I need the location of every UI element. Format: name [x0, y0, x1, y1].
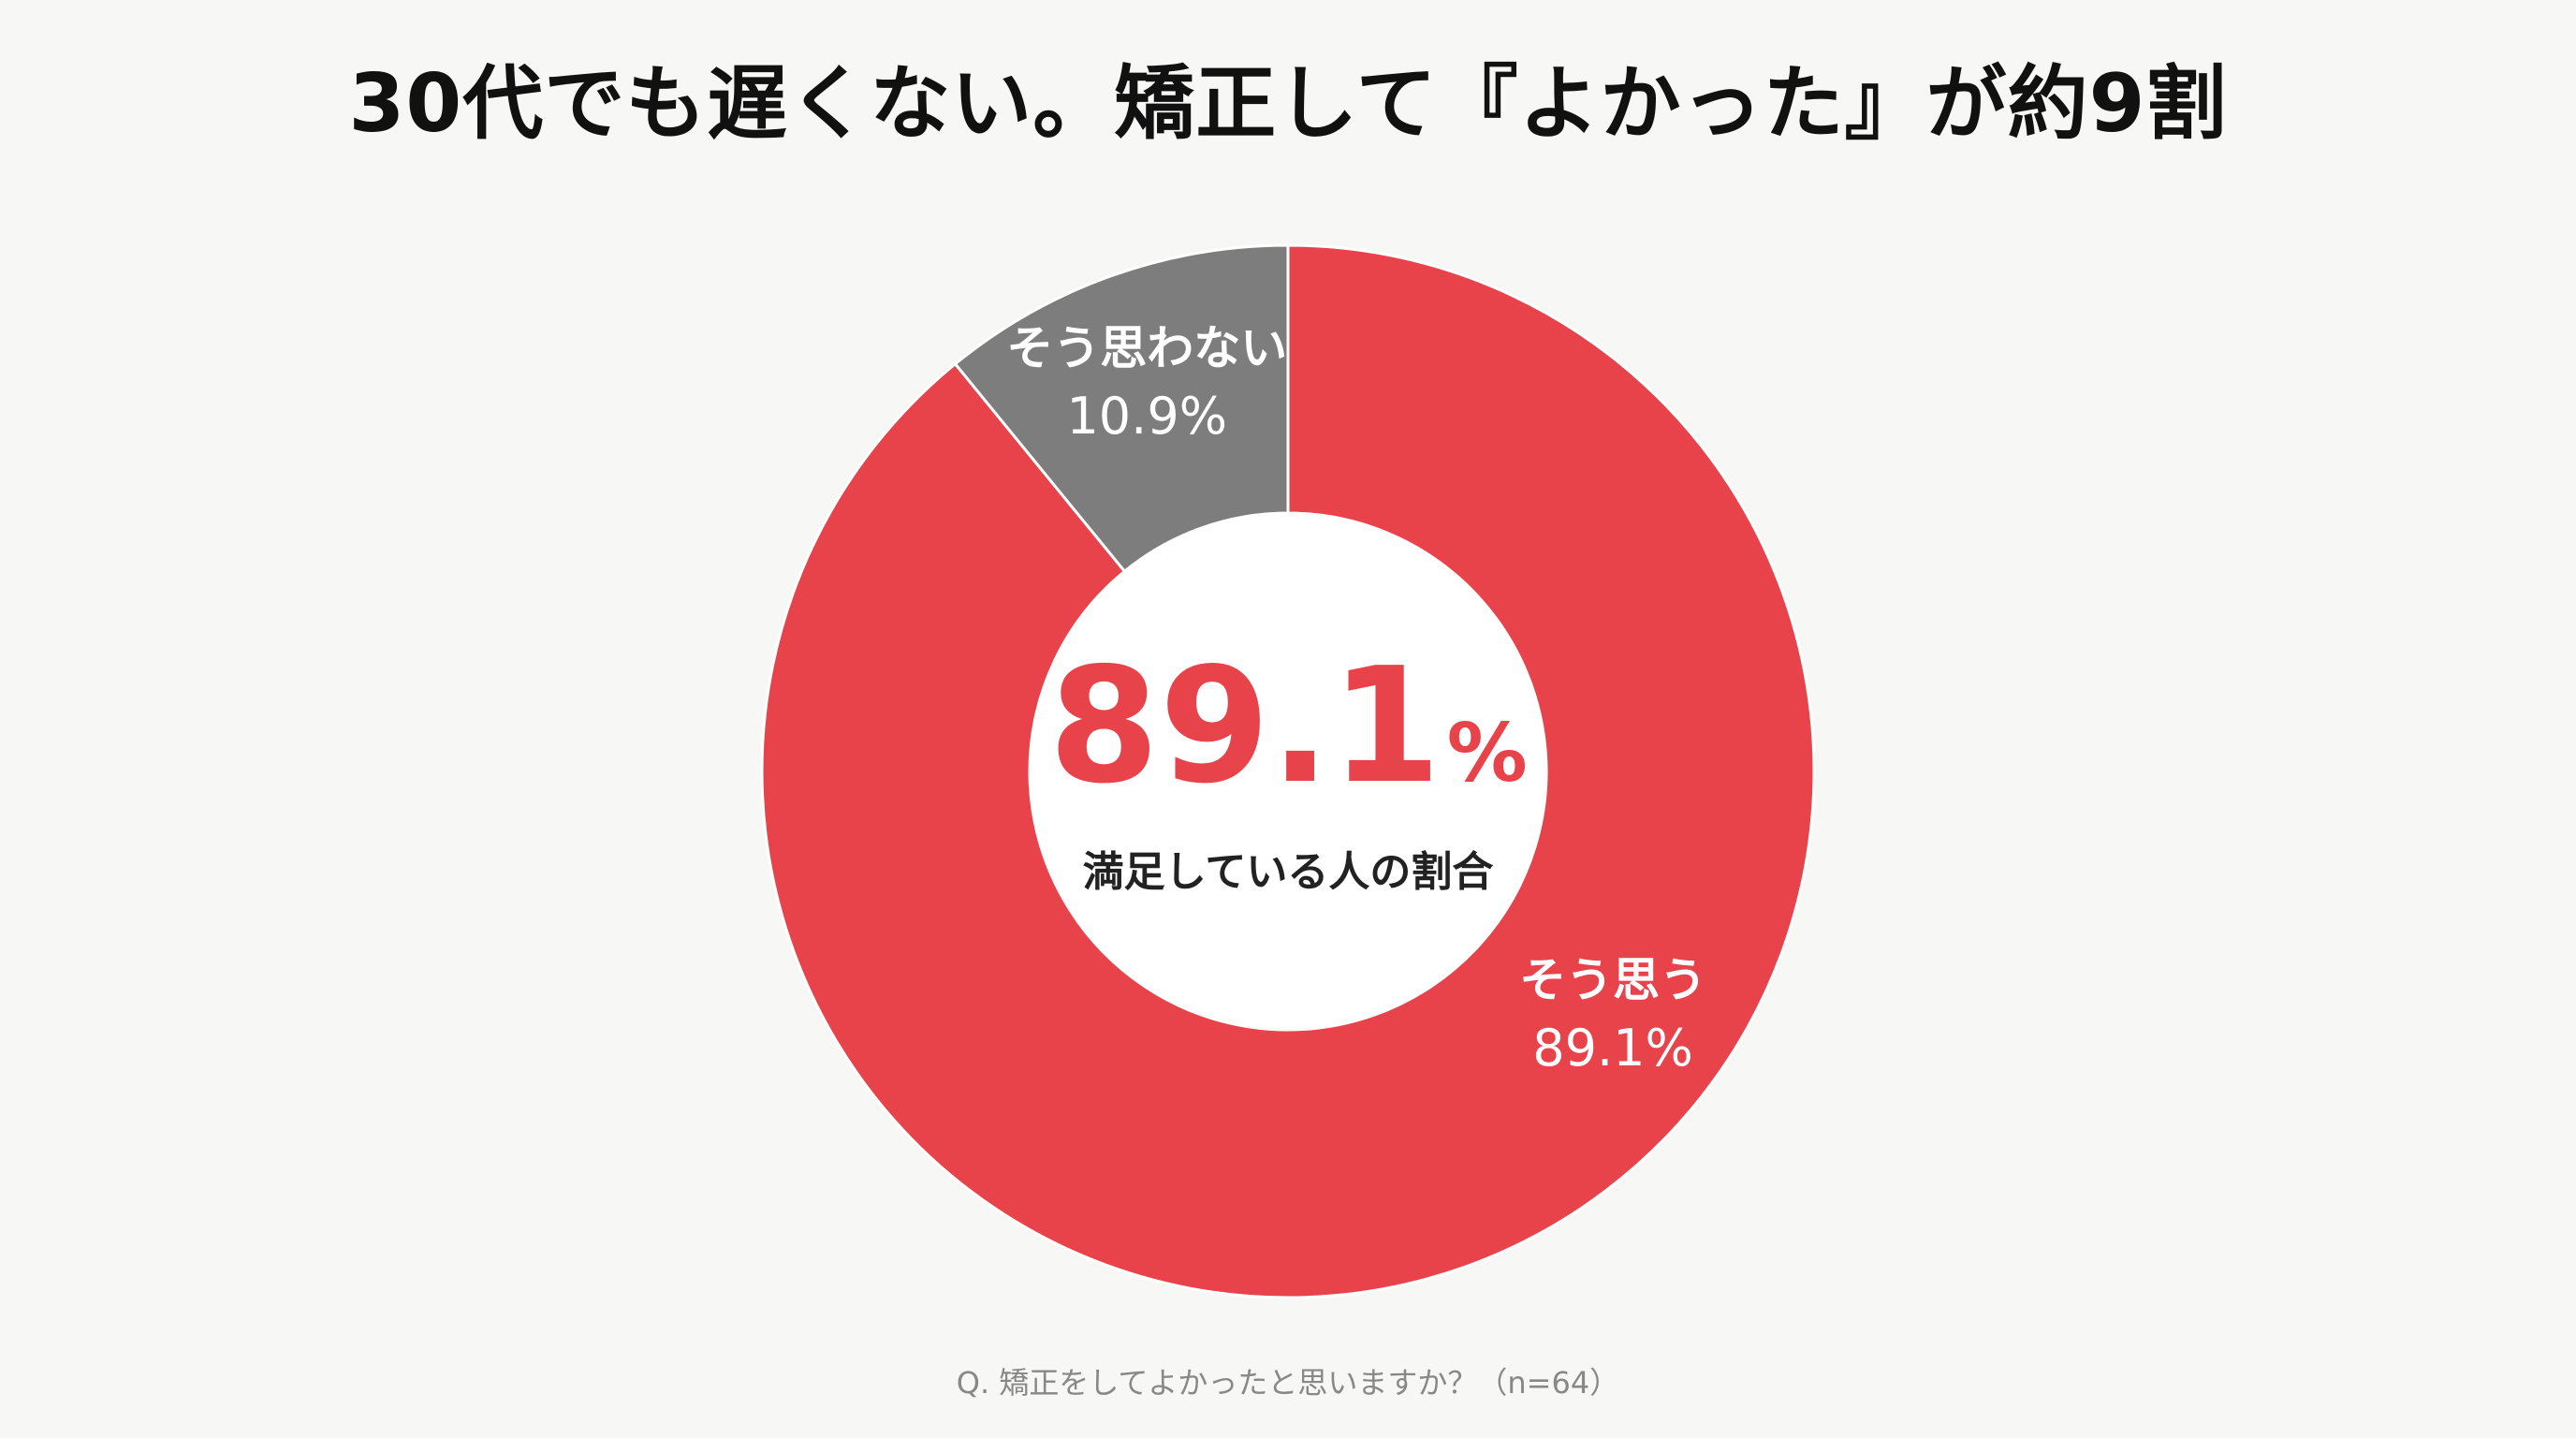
question-footnote: Q. 矯正をしてよかったと思いますか？（n=64） — [956, 1365, 1620, 1401]
center-value-unit: % — [1447, 707, 1528, 800]
center-caption: 満足している人の割合 — [1083, 848, 1494, 896]
slice-value-1: 10.9% — [1066, 387, 1227, 446]
chart-title: 30代でも遅くない。矯正して『よかった』が約9割 — [348, 57, 2228, 151]
slice-label-0: そう思う — [1519, 953, 1706, 1007]
center-value: 89.1% — [1048, 634, 1528, 819]
slice-value-0: 89.1% — [1532, 1019, 1693, 1078]
center-value-number: 89.1 — [1048, 634, 1441, 819]
slice-label-1: そう思わない — [1006, 321, 1287, 375]
donut-hole — [1030, 513, 1546, 1030]
